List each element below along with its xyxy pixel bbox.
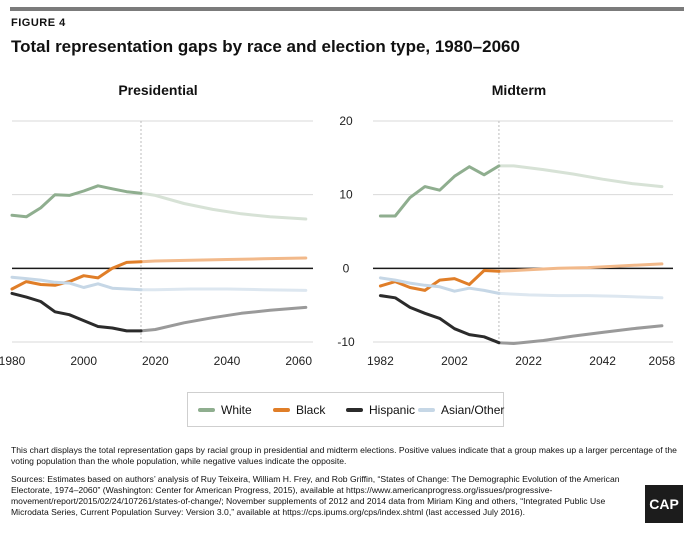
midterm-series-asian-other [378, 276, 501, 295]
midterm-x-tick-label: 2058 [649, 354, 676, 368]
presidential-series-black-projected [139, 256, 308, 264]
legend-item-black: Black [273, 393, 325, 426]
presidential-x-tick-label: 2020 [142, 354, 169, 368]
presidential-x-tick-label: 2000 [70, 354, 97, 368]
presidential-series-white [10, 184, 143, 219]
charts-area: Presidential 1980 2000 2020 2040 2060 Midterm 1… [0, 82, 676, 368]
legend-label-white: White [221, 402, 252, 417]
legend-label-black: Black [296, 402, 326, 417]
midterm-series-asian-other-projected [497, 291, 664, 300]
presidential-panel-title: Presidential [118, 82, 197, 98]
legend-swatch-hispanic [346, 407, 363, 412]
midterm-x-tick-label: 1982 [367, 354, 394, 368]
y-tick-label: 0 [343, 261, 350, 275]
presidential-series-black [10, 260, 143, 291]
chart-sources: Sources: Estimates based on authors’ ana… [11, 474, 620, 517]
legend-swatch-asian-other [418, 407, 435, 412]
legend-label-asian-other: Asian/Other [441, 402, 505, 417]
cap-logo: CAP [645, 485, 683, 523]
presidential-x-tick-label: 2040 [214, 354, 241, 368]
legend: White Black Hispanic Asian/Other [187, 392, 504, 427]
midterm-series-hispanic [378, 294, 501, 345]
chart-note: This chart displays the total representa… [11, 445, 677, 466]
presidential-x-tick-label: 1980 [0, 354, 26, 368]
legend-swatch-black [273, 407, 290, 412]
figure-label: FIGURE 4 [11, 17, 66, 29]
midterm-series-black-projected [497, 262, 664, 273]
midterm-x-tick-label: 2022 [515, 354, 542, 368]
y-tick-label: -10 [337, 335, 355, 349]
chart-title: Total representation gaps by race and el… [11, 37, 520, 56]
legend-swatch-white [198, 407, 215, 412]
legend-item-asian-other: Asian/Other [418, 393, 504, 426]
midterm-series-white [378, 164, 501, 218]
presidential-series-asian-other [10, 275, 143, 292]
y-tick-label: 20 [339, 114, 353, 128]
midterm-x-tick-label: 2042 [589, 354, 616, 368]
legend-item-hispanic: Hispanic [346, 393, 415, 426]
presidential-series-asian-other-projected [139, 287, 308, 292]
legend-label-hispanic: Hispanic [369, 402, 416, 417]
presidential-series-hispanic [10, 291, 143, 333]
y-tick-label: 10 [339, 188, 353, 202]
top-rule [10, 7, 684, 11]
midterm-x-tick-label: 2002 [441, 354, 468, 368]
midterm-series-hispanic-projected [497, 324, 664, 345]
presidential-x-tick-label: 2060 [285, 354, 312, 368]
midterm-panel-title: Midterm [492, 82, 546, 98]
midterm-series-white-projected [497, 164, 664, 189]
midterm-series-black [378, 269, 501, 292]
presidential-series-white-projected [139, 191, 308, 221]
presidential-series-hispanic-projected [139, 305, 308, 333]
legend-item-white: White [198, 393, 252, 426]
